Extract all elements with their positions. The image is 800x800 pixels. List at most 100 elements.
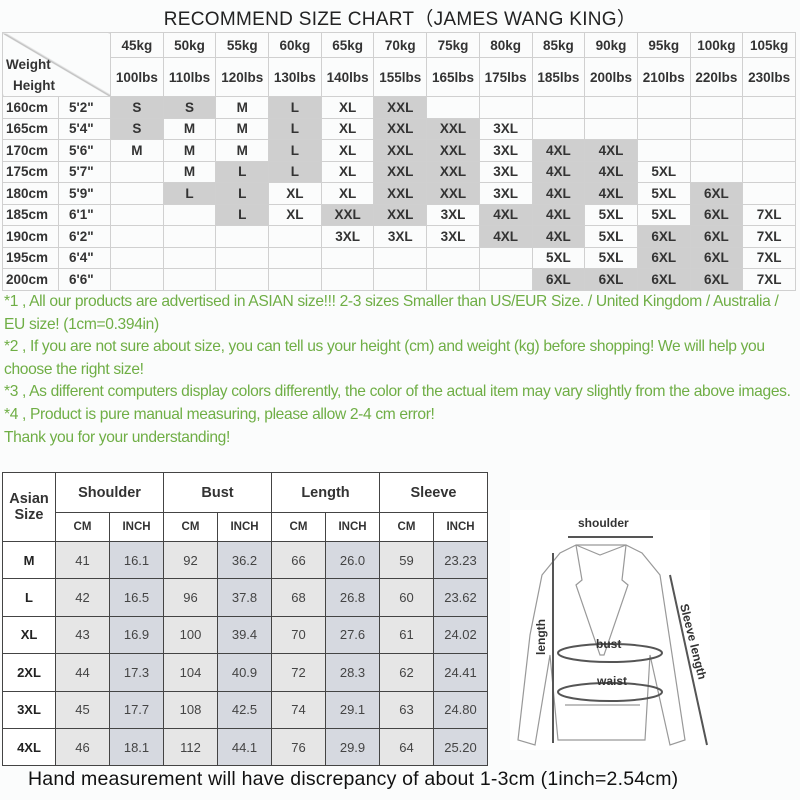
measurement-cell: 60 [379, 578, 434, 617]
size-cell [162, 225, 217, 248]
weight-lbs-header: 210lbs [636, 57, 691, 97]
size-cell [689, 160, 744, 183]
unit-header: INCH [109, 512, 164, 542]
size-cell [478, 268, 533, 291]
measurement-cell: 24.41 [433, 653, 488, 692]
size-cell [742, 117, 796, 140]
size-cell: 6XL [689, 246, 744, 269]
note-line: Thank you for your understanding! [4, 428, 230, 446]
measurement-cell: 72 [271, 653, 326, 692]
measurement-cell: 112 [163, 727, 218, 767]
size-cell: 5XL [636, 182, 691, 205]
measurement-cell: 66 [271, 540, 326, 580]
size-cell: S [110, 96, 164, 119]
size-cell: 4XL [531, 160, 586, 183]
table-row: XL 43 16.9 100 39.4 70 27.6 61 24.02 [2, 615, 488, 655]
group-header-bust: Bust [163, 472, 272, 513]
size-cell: XXL [426, 139, 480, 162]
size-cell [110, 182, 164, 205]
size-cell: L [215, 182, 270, 205]
size-cell [162, 246, 217, 269]
measurement-cell: 24.02 [433, 615, 488, 655]
size-cell: M [110, 139, 164, 162]
size-cell: XXL [373, 203, 428, 226]
note-line: *3 , As different computers display colo… [4, 383, 791, 401]
measurement-cell: 25.20 [433, 727, 488, 767]
size-cell [215, 246, 270, 269]
size-cell: 7XL [742, 203, 796, 226]
size-cell: L [215, 160, 270, 183]
note-line: *1 , All our products are advertised in … [4, 293, 779, 333]
size-cell [110, 268, 164, 291]
group-header-length: Length [271, 472, 380, 513]
size-cell: L [268, 117, 322, 140]
waist-ellipse [557, 682, 663, 702]
weight-kg-header: 85kg [531, 32, 586, 58]
size-cell: L [162, 182, 217, 205]
size-cell: S [162, 96, 217, 119]
weight-kg-header: 45kg [110, 32, 164, 58]
size-cell [426, 246, 480, 269]
weight-lbs-header: 165lbs [426, 57, 480, 97]
measurement-cell: 74 [271, 690, 326, 729]
size-cell: XL [320, 139, 375, 162]
measurement-table: Asian Size Shoulder Bust Length Sleeve CM INC… [2, 472, 488, 767]
height-ft: 5'6" [58, 139, 111, 162]
diagram-background [510, 510, 710, 750]
size-cell [584, 117, 638, 140]
sleeve-line [669, 574, 708, 746]
measurement-cell: 46 [55, 727, 110, 767]
size-cell: XXL [426, 160, 480, 183]
size-cell [110, 160, 164, 183]
measurement-cell: 68 [271, 578, 326, 617]
size-cell: XXL [373, 96, 428, 119]
size-cell: 4XL [531, 139, 586, 162]
measurement-cell: 17.7 [109, 690, 164, 729]
jacket-outline [517, 544, 686, 746]
bust-ellipse [557, 643, 663, 663]
size-cell: 4XL [478, 225, 533, 248]
bust-label: bust [596, 637, 621, 651]
shoulder-label: shoulder [578, 516, 629, 530]
size-cell [689, 139, 744, 162]
weight-kg-header: 55kg [215, 32, 270, 58]
page-title: RECOMMEND SIZE CHART（JAMES WANG KING） [163, 9, 637, 30]
height-cm: 195cm [2, 246, 59, 269]
table-row: 200cm 6'6" 6XL 6XL 6XL 6XL 7XL [2, 268, 796, 291]
weight-lbs-header: 200lbs [584, 57, 638, 97]
size-cell [478, 96, 533, 119]
table-row: 3XL 45 17.7 108 42.5 74 29.1 63 24.80 [2, 690, 488, 729]
size-cell: M [215, 96, 270, 119]
size-cell [742, 96, 796, 119]
measurement-cell: 16.5 [109, 578, 164, 617]
size-cell: L [215, 203, 270, 226]
measurement-cell: 28.3 [325, 653, 380, 692]
size-cell [110, 246, 164, 269]
group-header-row: Asian Size Shoulder Bust Length Sleeve [2, 472, 488, 542]
size-cell: 5XL [584, 203, 638, 226]
size-cell [110, 203, 164, 226]
measurement-cell: 92 [163, 540, 218, 580]
size-cell: 7XL [742, 246, 796, 269]
height-cm: 200cm [2, 268, 59, 291]
measurement-cell: 26.8 [325, 578, 380, 617]
size-cell: XXL [373, 182, 428, 205]
size-label: 2XL [2, 653, 56, 692]
size-cell: 5XL [531, 246, 586, 269]
size-cell: 5XL [584, 225, 638, 248]
height-ft: 6'2" [58, 225, 111, 248]
weight-kg-row: Weight Height 45kg 50kg 55kg 60kg 65kg 70kg 75… [2, 32, 796, 97]
size-cell [268, 225, 322, 248]
table-row: M 41 16.1 92 36.2 66 26.0 59 23.23 [2, 540, 488, 580]
height-cm: 190cm [2, 225, 59, 248]
size-cell: 3XL [373, 225, 428, 248]
size-cell: 5XL [636, 203, 691, 226]
height-cm: 165cm [2, 117, 59, 140]
weight-lbs-header: 155lbs [373, 57, 428, 97]
weight-kg-header: 90kg [584, 32, 638, 58]
size-cell: M [162, 139, 217, 162]
height-label: Height [13, 78, 55, 93]
group-header-sleeve: Sleeve [379, 472, 488, 513]
measurement-cell: 63 [379, 690, 434, 729]
unit-header: INCH [217, 512, 272, 542]
